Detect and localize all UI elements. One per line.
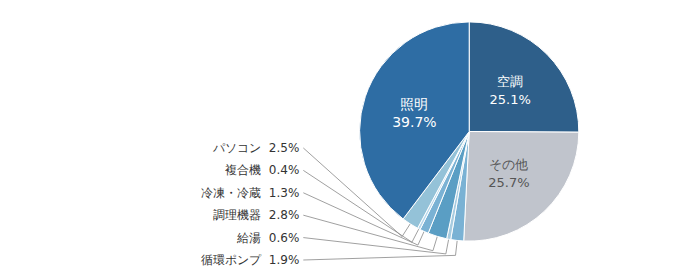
svg-text:25.1%: 25.1% bbox=[490, 92, 531, 107]
svg-text:給湯 0.6%: 給湯 0.6% bbox=[236, 231, 299, 245]
svg-text:調理機器 2.8%: 調理機器 2.8% bbox=[213, 208, 299, 222]
svg-text:照明: 照明 bbox=[400, 96, 428, 112]
svg-text:冷凍・冷蔵 1.3%: 冷凍・冷蔵 1.3% bbox=[201, 186, 299, 200]
svg-text:空調: 空調 bbox=[497, 74, 523, 89]
svg-text:循環ポンプ 1.9%: 循環ポンプ 1.9% bbox=[201, 253, 299, 267]
svg-text:複合機 0.4%: 複合機 0.4% bbox=[225, 163, 299, 177]
svg-text:25.7%: 25.7% bbox=[488, 175, 529, 190]
svg-text:パソコン 2.5%: パソコン 2.5% bbox=[212, 141, 299, 155]
svg-text:39.7%: 39.7% bbox=[392, 114, 436, 130]
svg-text:その他: その他 bbox=[489, 157, 528, 172]
